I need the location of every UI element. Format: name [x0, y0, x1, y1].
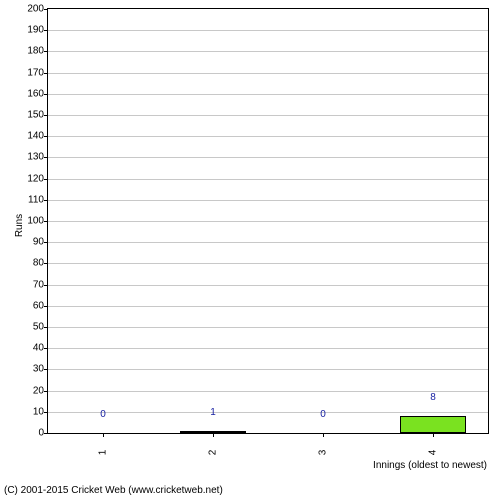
- plot-area: 0102030405060708090100110120130140150160…: [47, 8, 489, 434]
- y-tick-label: 90: [33, 237, 44, 248]
- y-tick-mark: [44, 9, 48, 10]
- y-tick-mark: [44, 391, 48, 392]
- chart-container: 0102030405060708090100110120130140150160…: [0, 0, 500, 500]
- bar-value-label: 1: [210, 407, 216, 418]
- bar-value-label: 0: [100, 409, 106, 420]
- y-tick-label: 40: [33, 343, 44, 354]
- y-tick-mark: [44, 285, 48, 286]
- y-tick-mark: [44, 369, 48, 370]
- x-tick-label: 1: [98, 450, 109, 456]
- grid-line: [48, 306, 488, 307]
- y-tick-mark: [44, 179, 48, 180]
- y-tick-mark: [44, 51, 48, 52]
- x-tick-label: 3: [318, 450, 329, 456]
- y-tick-label: 180: [27, 46, 44, 57]
- y-tick-mark: [44, 200, 48, 201]
- y-tick-mark: [44, 306, 48, 307]
- y-tick-mark: [44, 115, 48, 116]
- grid-line: [48, 115, 488, 116]
- y-tick-label: 160: [27, 88, 44, 99]
- y-tick-mark: [44, 242, 48, 243]
- y-tick-label: 190: [27, 25, 44, 36]
- bar-value-label: 8: [430, 392, 436, 403]
- grid-line: [48, 94, 488, 95]
- y-tick-label: 60: [33, 300, 44, 311]
- grid-line: [48, 51, 488, 52]
- y-tick-label: 120: [27, 173, 44, 184]
- grid-line: [48, 263, 488, 264]
- bar: [400, 416, 466, 433]
- y-tick-mark: [44, 263, 48, 264]
- x-tick-label: 4: [428, 450, 439, 456]
- y-tick-mark: [44, 327, 48, 328]
- y-tick-label: 50: [33, 322, 44, 333]
- y-tick-mark: [44, 157, 48, 158]
- grid-line: [48, 157, 488, 158]
- y-tick-label: 130: [27, 152, 44, 163]
- y-tick-mark: [44, 73, 48, 74]
- y-axis-title: Runs: [14, 214, 25, 237]
- y-tick-label: 100: [27, 216, 44, 227]
- y-tick-label: 140: [27, 131, 44, 142]
- x-axis-title: Innings (oldest to newest): [373, 460, 487, 471]
- grid-line: [48, 285, 488, 286]
- x-tick-label: 2: [208, 450, 219, 456]
- y-tick-label: 110: [28, 194, 44, 205]
- bar-value-label: 0: [320, 409, 326, 420]
- y-tick-label: 20: [33, 385, 44, 396]
- y-tick-label: 80: [33, 258, 44, 269]
- grid-line: [48, 242, 488, 243]
- grid-line: [48, 200, 488, 201]
- y-tick-mark: [44, 136, 48, 137]
- y-tick-label: 200: [27, 4, 44, 15]
- y-tick-label: 0: [38, 428, 44, 439]
- grid-line: [48, 73, 488, 74]
- y-tick-label: 150: [27, 110, 44, 121]
- y-tick-label: 170: [27, 67, 44, 78]
- grid-line: [48, 348, 488, 349]
- y-tick-mark: [44, 433, 48, 434]
- x-tick-mark: [213, 433, 214, 437]
- x-tick-mark: [103, 433, 104, 437]
- y-tick-mark: [44, 221, 48, 222]
- y-tick-label: 10: [33, 406, 44, 417]
- grid-line: [48, 412, 488, 413]
- grid-line: [48, 179, 488, 180]
- x-tick-mark: [323, 433, 324, 437]
- y-tick-mark: [44, 348, 48, 349]
- grid-line: [48, 30, 488, 31]
- grid-line: [48, 391, 488, 392]
- y-tick-mark: [44, 94, 48, 95]
- y-tick-label: 30: [33, 364, 44, 375]
- grid-line: [48, 221, 488, 222]
- y-tick-mark: [44, 412, 48, 413]
- copyright-footer: (C) 2001-2015 Cricket Web (www.cricketwe…: [4, 485, 223, 496]
- grid-line: [48, 327, 488, 328]
- y-tick-mark: [44, 30, 48, 31]
- y-tick-label: 70: [33, 279, 44, 290]
- grid-line: [48, 369, 488, 370]
- grid-line: [48, 136, 488, 137]
- x-tick-mark: [433, 433, 434, 437]
